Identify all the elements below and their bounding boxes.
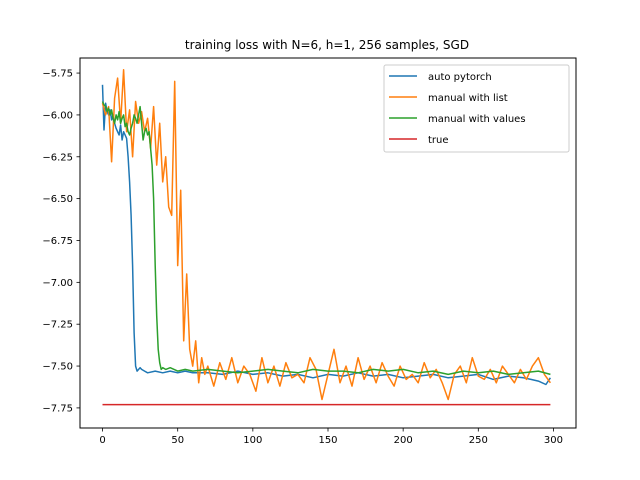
legend-label: manual with list <box>428 93 508 104</box>
x-tick-label: 150 <box>318 435 337 446</box>
x-tick-label: 0 <box>99 435 105 446</box>
legend-label: manual with values <box>428 114 526 125</box>
x-axis: 0 50 100 150 200 250 300 <box>99 428 563 446</box>
legend-label: auto pytorch <box>428 72 492 83</box>
y-tick-label: −7.50 <box>42 362 73 373</box>
x-tick-label: 300 <box>544 435 563 446</box>
x-tick-label: 250 <box>469 435 488 446</box>
x-tick-label: 50 <box>171 435 184 446</box>
plot-lines <box>101 68 552 406</box>
legend: auto pytorch manual with list manual with … <box>383 64 570 153</box>
x-tick-label: 200 <box>394 435 413 446</box>
y-tick-label: −7.00 <box>42 278 73 289</box>
legend-box <box>383 64 570 153</box>
y-tick-label: −6.25 <box>42 152 73 163</box>
chart-title: training loss with N=6, h=1, 256 samples… <box>185 38 469 52</box>
y-tick-label: −7.25 <box>42 320 73 331</box>
x-tick-label: 100 <box>243 435 262 446</box>
y-tick-label: −5.75 <box>42 69 73 80</box>
y-tick-label: −6.00 <box>42 110 73 121</box>
legend-label: true <box>428 135 449 146</box>
y-tick-label: −6.75 <box>42 236 73 247</box>
y-tick-label: −7.75 <box>42 403 73 414</box>
y-tick-label: −6.50 <box>42 194 73 205</box>
y-axis: −5.75 −6.00 −6.25 −6.50 −6.75 −7.00 −7.25 −7.50… <box>42 69 80 414</box>
series-line-manual-with-list <box>101 68 552 401</box>
series-line-manual-with-values <box>101 101 551 376</box>
